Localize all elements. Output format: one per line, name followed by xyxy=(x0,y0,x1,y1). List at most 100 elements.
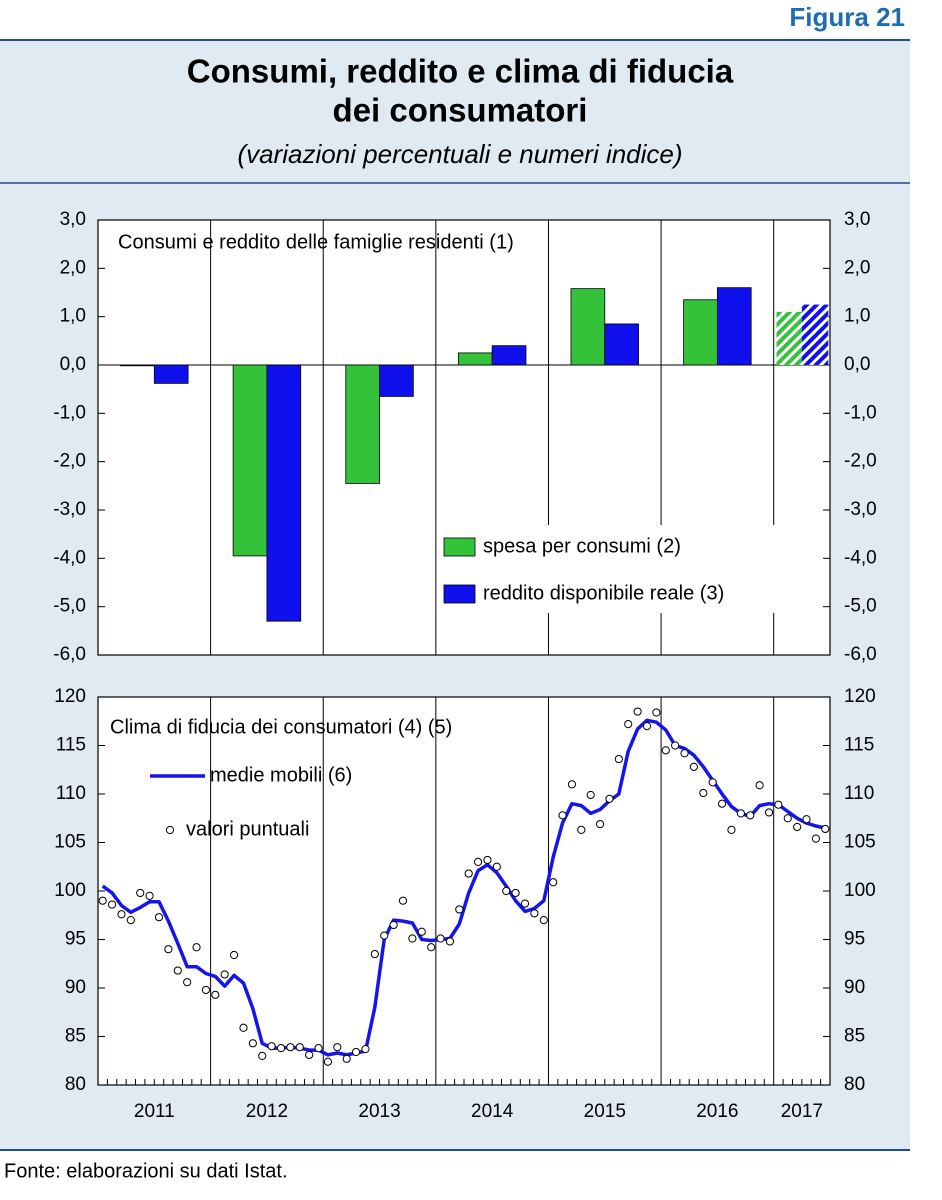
point xyxy=(624,720,633,729)
title-line: Consumi, reddito e clima di fiducia xyxy=(187,53,734,90)
x-tick-label: 2013 xyxy=(358,1101,400,1122)
point xyxy=(380,931,389,940)
point xyxy=(699,788,708,798)
bar xyxy=(604,323,639,366)
y2-tick-label: 85 xyxy=(844,1026,865,1047)
y-tick-label: -2,0 xyxy=(53,451,86,472)
point xyxy=(455,905,464,914)
point xyxy=(492,862,501,871)
point xyxy=(276,1044,286,1053)
point xyxy=(558,811,567,820)
legend-swatch xyxy=(443,537,476,557)
bar xyxy=(683,299,718,366)
point xyxy=(229,950,239,960)
point xyxy=(342,1054,351,1063)
point xyxy=(821,824,830,834)
bar xyxy=(457,352,493,366)
subtitle: (variazioni percentuali e numeri indice) xyxy=(237,139,682,169)
point xyxy=(530,909,539,918)
y2-tick-label: 1,0 xyxy=(844,306,870,327)
bar xyxy=(345,364,380,484)
y2-tick-label: 3,0 xyxy=(844,209,870,230)
y-tick-label: -6,0 xyxy=(53,644,86,665)
point xyxy=(614,754,623,764)
y-tick-label: 90 xyxy=(65,977,86,998)
point xyxy=(567,780,577,789)
plot-border xyxy=(97,696,831,1086)
point xyxy=(764,808,774,817)
bar xyxy=(153,364,189,384)
x-tick-label: 2015 xyxy=(584,1101,626,1122)
point xyxy=(774,800,783,809)
y-tick-label: 80 xyxy=(65,1074,86,1095)
y-tick-label: 85 xyxy=(65,1026,86,1047)
legend-box xyxy=(437,525,785,613)
y2-tick-label: 0,0 xyxy=(844,354,870,375)
point xyxy=(408,934,417,943)
point xyxy=(145,891,154,900)
plot-area xyxy=(98,697,830,1085)
legend-swatch xyxy=(443,584,476,604)
point xyxy=(689,762,699,771)
figure-label: Figura 21 xyxy=(789,2,905,32)
point xyxy=(595,819,605,829)
legend-marker xyxy=(165,825,175,835)
bar xyxy=(570,288,606,366)
point xyxy=(708,778,717,787)
point xyxy=(746,811,755,820)
bar xyxy=(120,364,155,367)
x-tick-label: 2014 xyxy=(471,1101,514,1122)
point xyxy=(192,943,201,952)
y-tick-label: -1,0 xyxy=(53,402,86,423)
panel-title: Consumi e reddito delle famiglie residen… xyxy=(118,231,514,253)
bar xyxy=(266,364,302,622)
point xyxy=(605,794,614,803)
y-tick-label: 0,0 xyxy=(60,354,86,375)
title-line: dei consumatori xyxy=(333,92,588,129)
point xyxy=(314,1044,323,1053)
plot-border xyxy=(97,219,831,656)
bar xyxy=(776,311,802,365)
point xyxy=(586,790,595,800)
point xyxy=(652,708,661,717)
point xyxy=(201,985,211,995)
point xyxy=(117,910,126,919)
point xyxy=(755,781,764,790)
bar xyxy=(716,287,752,366)
point xyxy=(323,1057,333,1066)
point xyxy=(793,822,802,832)
point xyxy=(464,869,473,878)
y2-tick-label: 105 xyxy=(844,832,876,853)
x-tick-label: 2016 xyxy=(696,1101,738,1122)
y-tick-label: -5,0 xyxy=(53,596,86,617)
bar xyxy=(232,364,268,557)
point xyxy=(267,1042,276,1051)
legend-label: valori puntuali xyxy=(186,818,309,840)
y2-tick-label: 2,0 xyxy=(844,257,870,278)
point xyxy=(473,857,483,867)
point xyxy=(520,899,530,908)
y-tick-label: 3,0 xyxy=(60,209,86,230)
point xyxy=(351,1047,361,1057)
y-tick-label: 1,0 xyxy=(60,306,86,327)
moving-average-line xyxy=(101,718,826,1057)
point xyxy=(727,825,736,834)
point xyxy=(445,937,455,946)
y-tick-label: 110 xyxy=(56,783,86,804)
y-tick-label: 2,0 xyxy=(60,257,86,278)
source: Fonte: elaborazioni su dati Istat. xyxy=(4,1160,288,1182)
point xyxy=(577,825,586,834)
bar xyxy=(491,345,527,366)
point xyxy=(802,815,811,824)
point xyxy=(783,814,792,823)
point xyxy=(126,916,135,925)
y2-tick-label: 110 xyxy=(844,783,874,804)
x-tick-label: 2017 xyxy=(781,1101,823,1122)
point xyxy=(211,990,220,999)
point xyxy=(811,834,821,843)
point xyxy=(398,896,408,905)
point xyxy=(427,943,436,952)
y2-tick-label: -6,0 xyxy=(844,644,877,665)
y2-tick-label: -1,0 xyxy=(844,402,877,423)
point xyxy=(483,855,492,865)
